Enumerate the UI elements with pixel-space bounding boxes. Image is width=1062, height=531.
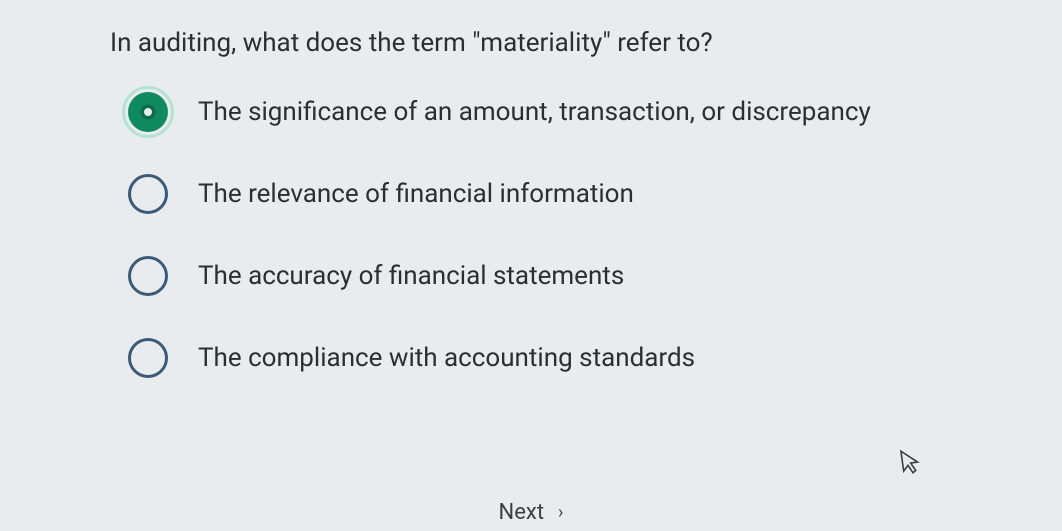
option-label: The significance of an amount, transacti… <box>198 97 871 127</box>
option-2[interactable]: The accuracy of financial statements <box>128 256 1022 296</box>
next-button[interactable]: Next › <box>499 500 564 525</box>
radio-unselected-icon[interactable] <box>128 338 168 378</box>
quiz-card: In auditing, what does the term "materia… <box>0 0 1062 378</box>
options-list: The significance of an amount, transacti… <box>110 92 1022 378</box>
cursor-icon <box>898 447 925 485</box>
next-label: Next <box>499 500 544 525</box>
radio-unselected-icon[interactable] <box>128 256 168 296</box>
chevron-right-icon: › <box>558 502 563 523</box>
footer-nav: Next › <box>0 500 1062 525</box>
option-label: The relevance of financial information <box>198 179 634 209</box>
question-text: In auditing, what does the term "materia… <box>110 28 1022 58</box>
radio-unselected-icon[interactable] <box>128 174 168 214</box>
radio-selected-icon[interactable] <box>128 92 168 132</box>
option-3[interactable]: The compliance with accounting standards <box>128 338 1022 378</box>
option-label: The compliance with accounting standards <box>198 343 695 373</box>
option-1[interactable]: The relevance of financial information <box>128 174 1022 214</box>
option-0[interactable]: The significance of an amount, transacti… <box>128 92 1022 132</box>
option-label: The accuracy of financial statements <box>198 261 624 291</box>
